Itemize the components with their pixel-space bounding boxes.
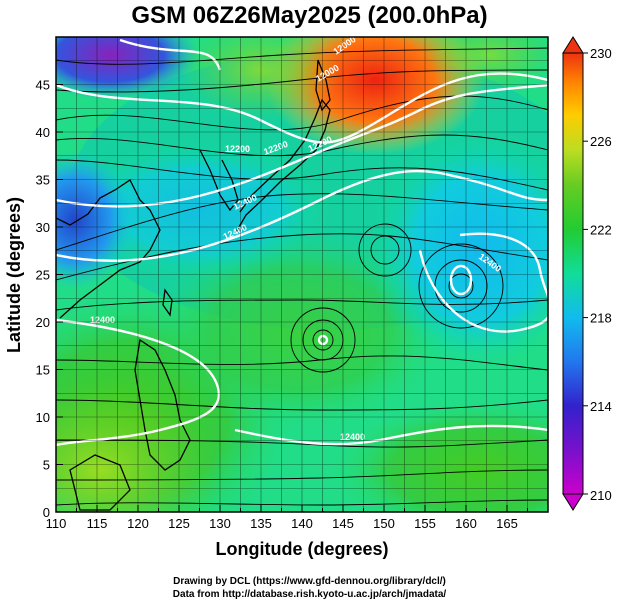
x-tick-label: 160 xyxy=(455,516,477,531)
x-tick-label: 135 xyxy=(250,516,272,531)
y-axis: 0 5 10 15 20 25 30 35 40 45 xyxy=(36,78,63,520)
coastline-sakhalin xyxy=(315,59,331,112)
y-axis-label: Latitude (degrees) xyxy=(4,197,24,353)
x-tick-label: 130 xyxy=(209,516,231,531)
y-tick-label: 5 xyxy=(43,458,50,473)
y-tick-label: 45 xyxy=(36,78,50,93)
x-tick-label: 115 xyxy=(87,516,108,531)
contour-label: 12400 xyxy=(340,432,365,442)
contour-label: 12400 xyxy=(90,315,115,325)
coastline-asia xyxy=(56,179,161,319)
footer-credit-data: Data from http://database.rish.kyoto-u.a… xyxy=(172,589,447,600)
coastline-borneo xyxy=(69,454,131,511)
x-axis: 110 115 120 125 130 135 140 145 150 155 160 165 xyxy=(46,505,528,531)
colorbar-tick-label: 226 xyxy=(590,134,612,149)
grid-lines xyxy=(56,37,548,512)
chart-title: GSM 06Z26May2025 (200.0hPa) xyxy=(131,2,488,29)
y-tick-label: 25 xyxy=(36,268,50,283)
y-tick-label: 15 xyxy=(36,363,50,378)
coastline-philippines xyxy=(134,338,191,471)
footer-credit-drawing: Drawing by DCL (https://www.gfd-dennou.o… xyxy=(173,576,446,587)
colorbar-tick-label: 230 xyxy=(590,46,612,61)
colorbar-tick-label: 214 xyxy=(590,399,612,414)
x-tick-label: 120 xyxy=(127,516,149,531)
coastline-japan xyxy=(235,98,331,233)
colorbar-top-arrow xyxy=(562,36,584,54)
x-tick-label: 110 xyxy=(46,516,67,531)
coastlines xyxy=(56,59,331,511)
colorbar-tick-label: 218 xyxy=(590,311,612,326)
colorbar-tick-label: 222 xyxy=(590,222,612,237)
colorbar-body xyxy=(562,52,584,495)
y-tick-label: 10 xyxy=(36,410,50,425)
streamlines xyxy=(56,47,548,506)
y-tick-label: 35 xyxy=(36,173,50,188)
colorbar: 230 226 222 218 214 210 xyxy=(562,36,612,511)
x-tick-label: 155 xyxy=(414,516,436,531)
x-tick-label: 145 xyxy=(332,516,354,531)
contour-label: 12200 xyxy=(225,144,250,154)
y-tick-label: 0 xyxy=(43,505,50,520)
x-tick-label: 165 xyxy=(496,516,518,531)
y-tick-label: 40 xyxy=(36,125,50,140)
coastline-taiwan xyxy=(162,288,173,317)
y-tick-label: 20 xyxy=(36,315,50,330)
coastline-korea xyxy=(199,149,239,212)
x-tick-label: 140 xyxy=(291,516,313,531)
x-axis-label: Longitude (degrees) xyxy=(215,539,388,559)
x-tick-label: 125 xyxy=(168,516,190,531)
y-tick-label: 30 xyxy=(36,220,50,235)
colorbar-bottom-arrow xyxy=(562,493,584,511)
colorbar-tick-label: 210 xyxy=(590,488,612,503)
x-tick-label: 150 xyxy=(373,516,395,531)
